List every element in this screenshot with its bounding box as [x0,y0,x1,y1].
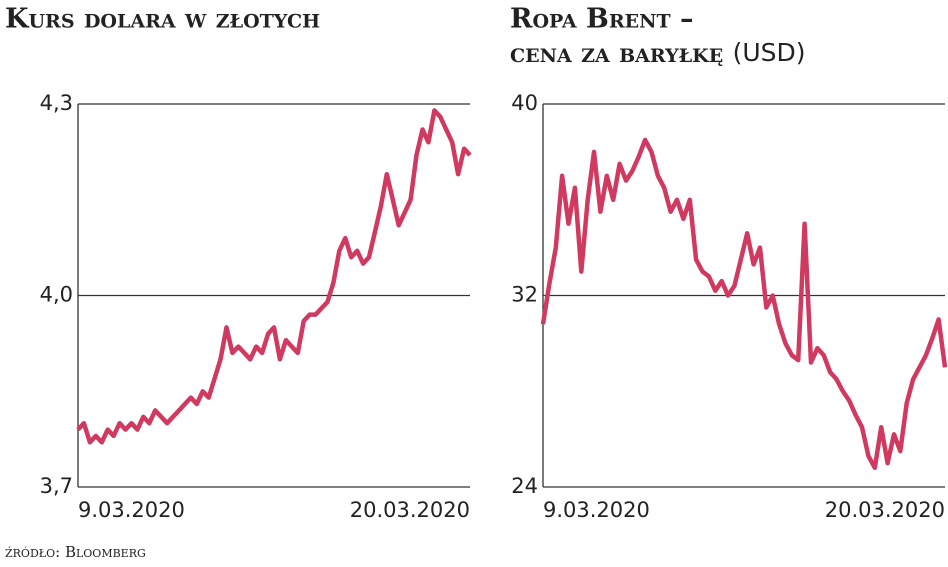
chart-subtitle: cena za baryłkę (USD) [510,38,806,69]
chart-title: Ropa Brent – [510,4,694,35]
y-tick-label: 4,3 [40,91,73,115]
x-tick-label: 20.03.2020 [350,498,470,522]
x-tick-label: 9.03.2020 [78,498,185,522]
x-tick-label: 9.03.2020 [543,498,650,522]
y-tick-label: 4,0 [40,283,73,307]
data-line [76,108,472,445]
y-tick-label: 24 [511,474,538,498]
data-line [540,137,948,471]
y-tick-label: 40 [511,91,538,115]
y-tick-label: 32 [511,283,538,307]
x-tick-label: 20.03.2020 [825,498,945,522]
y-tick-label: 3,7 [40,474,73,498]
chart-title: Kurs dolara w złotych [5,4,320,35]
source: źródło: Bloomberg [5,543,146,561]
